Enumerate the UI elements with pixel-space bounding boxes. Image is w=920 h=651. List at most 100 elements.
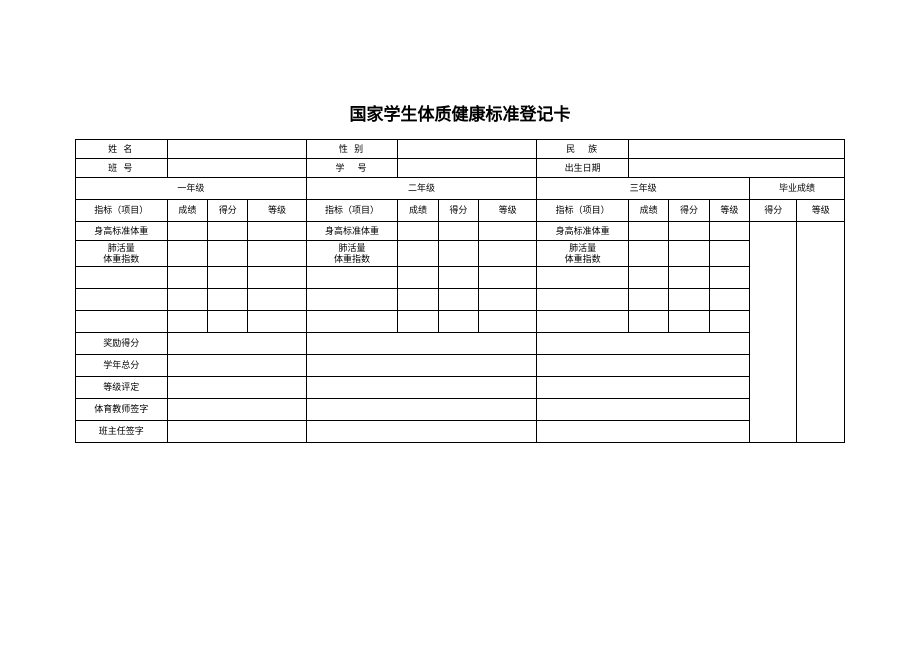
y2-ind-5 xyxy=(306,311,398,333)
y3-ind-hw: 身高标准体重 xyxy=(537,222,629,241)
y2-points-col: 得分 xyxy=(438,200,478,222)
y1-r3-points xyxy=(208,267,248,289)
pe-teacher-label: 体育教师签字 xyxy=(76,399,168,421)
y1-ind-3 xyxy=(76,267,168,289)
year1-header: 一年级 xyxy=(76,178,307,200)
y2-eval xyxy=(306,377,537,399)
ethnic-value xyxy=(628,140,844,159)
y1-r5-points xyxy=(208,311,248,333)
y1-indicator-col: 指标（项目） xyxy=(76,200,168,222)
y3-bonus xyxy=(537,333,750,355)
y3-points-col: 得分 xyxy=(669,200,709,222)
dob-label: 出生日期 xyxy=(537,159,629,178)
y3-vc-points xyxy=(669,241,709,267)
y1-ct-sign xyxy=(167,421,306,443)
y3-ind-vc: 肺活量体重指数 xyxy=(537,241,629,267)
y2-vc-grade xyxy=(479,241,537,267)
gender-value xyxy=(398,140,537,159)
y3-ind-4 xyxy=(537,289,629,311)
y2-r3-grade xyxy=(479,267,537,289)
y1-ind-hw: 身高标准体重 xyxy=(76,222,168,241)
y1-ind-5 xyxy=(76,311,168,333)
gender-label: 性 别 xyxy=(306,140,398,159)
year-total-label: 学年总分 xyxy=(76,355,168,377)
name-value xyxy=(167,140,306,159)
y3-pe-sign xyxy=(537,399,750,421)
grade-eval-label: 等级评定 xyxy=(76,377,168,399)
ethnic-label: 民 族 xyxy=(537,140,629,159)
grad-grade-col: 等级 xyxy=(797,200,845,222)
y1-score-col: 成绩 xyxy=(167,200,207,222)
y2-indicator-col: 指标（项目） xyxy=(306,200,398,222)
y1-ind-4 xyxy=(76,289,168,311)
y1-grade-col: 等级 xyxy=(248,200,306,222)
y2-r5-grade xyxy=(479,311,537,333)
y1-r5-grade xyxy=(248,311,306,333)
y2-ind-3 xyxy=(306,267,398,289)
y3-vc-score xyxy=(628,241,668,267)
bonus-label: 奖励得分 xyxy=(76,333,168,355)
y2-ct-sign xyxy=(306,421,537,443)
y1-vc-score xyxy=(167,241,207,267)
y1-r3-score xyxy=(167,267,207,289)
year2-header: 二年级 xyxy=(306,178,537,200)
studentid-value xyxy=(398,159,537,178)
y2-ind-hw: 身高标准体重 xyxy=(306,222,398,241)
year3-header: 三年级 xyxy=(537,178,750,200)
y1-bonus xyxy=(167,333,306,355)
y2-grade-col: 等级 xyxy=(479,200,537,222)
y2-total xyxy=(306,355,537,377)
y2-ind-vc: 肺活量体重指数 xyxy=(306,241,398,267)
y3-r5-points xyxy=(669,311,709,333)
y2-pe-sign xyxy=(306,399,537,421)
y1-total xyxy=(167,355,306,377)
y2-r4-grade xyxy=(479,289,537,311)
y1-eval xyxy=(167,377,306,399)
y3-hw-points xyxy=(669,222,709,241)
y1-hw-score xyxy=(167,222,207,241)
y1-ind-vc: 肺活量体重指数 xyxy=(76,241,168,267)
class-value xyxy=(167,159,306,178)
y1-r4-grade xyxy=(248,289,306,311)
y1-r4-score xyxy=(167,289,207,311)
y1-r5-score xyxy=(167,311,207,333)
y2-vc-points xyxy=(438,241,478,267)
y2-score-col: 成绩 xyxy=(398,200,438,222)
studentid-label: 学 号 xyxy=(306,159,398,178)
y2-r4-points xyxy=(438,289,478,311)
y2-r3-points xyxy=(438,267,478,289)
y3-r4-score xyxy=(628,289,668,311)
y2-r5-points xyxy=(438,311,478,333)
y3-hw-grade xyxy=(709,222,749,241)
y3-r3-grade xyxy=(709,267,749,289)
y3-vc-grade xyxy=(709,241,749,267)
grad-points-col: 得分 xyxy=(750,200,797,222)
y3-ct-sign xyxy=(537,421,750,443)
y2-r4-score xyxy=(398,289,438,311)
form-title: 国家学生体质健康标准登记卡 xyxy=(75,100,845,125)
class-label: 班 号 xyxy=(76,159,168,178)
name-label: 姓 名 xyxy=(76,140,168,159)
y3-r5-grade xyxy=(709,311,749,333)
y2-bonus xyxy=(306,333,537,355)
y3-grade-col: 等级 xyxy=(709,200,749,222)
dob-value xyxy=(628,159,844,178)
y3-indicator-col: 指标（项目） xyxy=(537,200,629,222)
y1-hw-grade xyxy=(248,222,306,241)
y3-score-col: 成绩 xyxy=(628,200,668,222)
registration-table: 姓 名 性 别 民 族 班 号 学 号 出生日期 一年级 二年级 三年级 毕业成… xyxy=(75,139,845,443)
y2-hw-grade xyxy=(479,222,537,241)
y3-eval xyxy=(537,377,750,399)
grad-header: 毕业成绩 xyxy=(750,178,845,200)
y3-r5-score xyxy=(628,311,668,333)
class-teacher-label: 班主任签字 xyxy=(76,421,168,443)
y3-ind-3 xyxy=(537,267,629,289)
y2-r3-score xyxy=(398,267,438,289)
grad-grade-cell xyxy=(797,222,845,333)
y1-points-col: 得分 xyxy=(208,200,248,222)
y3-r3-score xyxy=(628,267,668,289)
grad-grade-blank xyxy=(797,333,845,443)
y3-ind-5 xyxy=(537,311,629,333)
grad-points-cell xyxy=(750,222,797,333)
y1-hw-points xyxy=(208,222,248,241)
